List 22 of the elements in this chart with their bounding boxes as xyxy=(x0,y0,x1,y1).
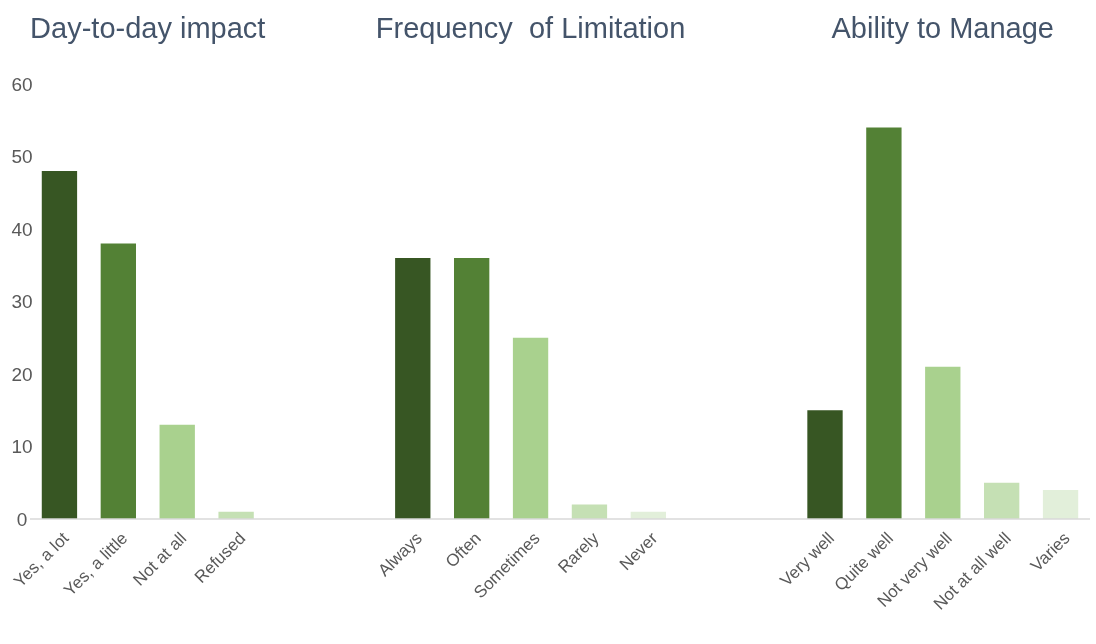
text: Ability to Manage xyxy=(831,12,1055,44)
y-tick-label: 30 xyxy=(11,291,33,313)
y-tick-label: 10 xyxy=(11,436,33,458)
bar xyxy=(984,482,1020,519)
y-tick-label: 0 xyxy=(16,508,28,530)
y-tick-label: 60 xyxy=(11,73,33,95)
x-tick-label: Not at all xyxy=(129,528,191,590)
bar xyxy=(925,366,961,519)
y-tick-label: 40 xyxy=(11,218,33,240)
bar xyxy=(395,258,431,519)
bar xyxy=(866,127,902,519)
y-tick-label: 20 xyxy=(11,363,33,385)
bar xyxy=(512,337,549,519)
text: Frequency of Limitation xyxy=(375,12,686,44)
bar xyxy=(1042,490,1079,519)
bar xyxy=(159,424,195,519)
bar xyxy=(100,243,136,519)
bar xyxy=(454,258,490,519)
y-tick-label: 50 xyxy=(11,146,33,168)
bar xyxy=(807,410,843,519)
text: Day-to-day impact xyxy=(30,12,266,44)
bar xyxy=(41,171,78,519)
